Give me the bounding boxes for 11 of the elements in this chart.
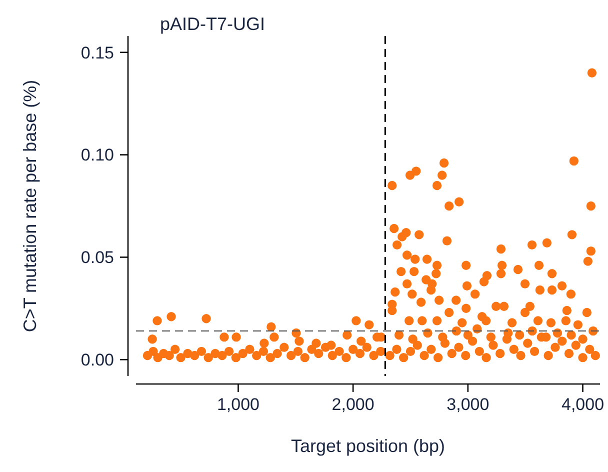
y-axis-title: C>T mutation rate per base (%) xyxy=(20,80,40,332)
x-tick-label: 4,000 xyxy=(562,395,604,414)
y-tick-label: 0.15 xyxy=(80,43,114,62)
y-tick-label: 0.00 xyxy=(80,350,114,370)
y-tick-label: 0.05 xyxy=(80,248,114,268)
x-tick-label: 3,000 xyxy=(446,395,490,414)
x-tick-label: 2,000 xyxy=(332,395,374,414)
y-tick-label: 0.10 xyxy=(80,146,114,165)
chart-title: pAID-T7-UGI xyxy=(160,14,266,34)
x-axis-title: Target position (bp) xyxy=(290,436,446,456)
x-tick-label: 1,000 xyxy=(216,395,260,414)
